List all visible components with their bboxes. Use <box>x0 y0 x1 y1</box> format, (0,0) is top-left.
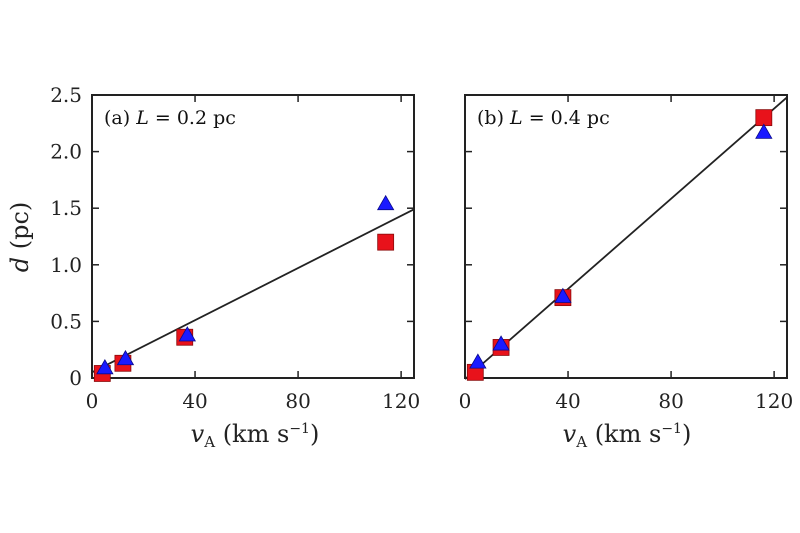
y-tick-label: 2.5 <box>50 83 82 107</box>
x-tick-label: 120 <box>382 389 420 413</box>
data-point-triangle <box>469 353 487 369</box>
y-axis-label: d (pc) <box>6 202 34 273</box>
x-axis-label-a: vA (km s−1) <box>191 420 320 451</box>
data-point-triangle <box>492 335 510 351</box>
fit-line <box>91 208 415 374</box>
x-tick-label: 40 <box>182 389 207 413</box>
data-point-triangle <box>116 349 135 366</box>
x-axis-label-b: vA (km s−1) <box>563 420 692 451</box>
data-point-triangle <box>755 123 773 139</box>
y-tick-label: 1.0 <box>50 253 82 277</box>
y-tick-label: 0 <box>69 366 82 390</box>
y-tick-label: 2.0 <box>50 140 82 164</box>
x-tick-label: 120 <box>755 389 793 413</box>
data-point-square <box>755 109 773 127</box>
data-point-triangle <box>96 359 114 375</box>
y-tick-label: 1.5 <box>50 196 82 220</box>
x-tick-label: 0 <box>459 389 472 413</box>
plot-frame <box>464 94 788 379</box>
data-point-triangle <box>376 194 395 211</box>
panel-b-label: (b) L = 0.4 pc <box>477 107 610 129</box>
panel-a-label: (a) L = 0.2 pc <box>104 107 236 129</box>
data-point-square <box>377 233 395 251</box>
x-tick-label: 0 <box>86 389 99 413</box>
x-tick-label: 80 <box>285 389 310 413</box>
data-point-triangle <box>554 287 572 303</box>
plot-frame <box>91 94 415 379</box>
panel-b: (b) L = 0.4 pc vA (km s−1) 0 40 80 120 <box>459 94 793 451</box>
x-tick-label: 40 <box>555 389 580 413</box>
x-tick-label: 80 <box>658 389 683 413</box>
data-point-triangle <box>178 326 197 342</box>
y-tick-label: 0.5 <box>50 309 82 333</box>
panel-a: (a) L = 0.2 pc vA (km s−1) 0 40 80 120 0 0.5 1… <box>50 83 420 451</box>
fit-line <box>464 96 788 380</box>
